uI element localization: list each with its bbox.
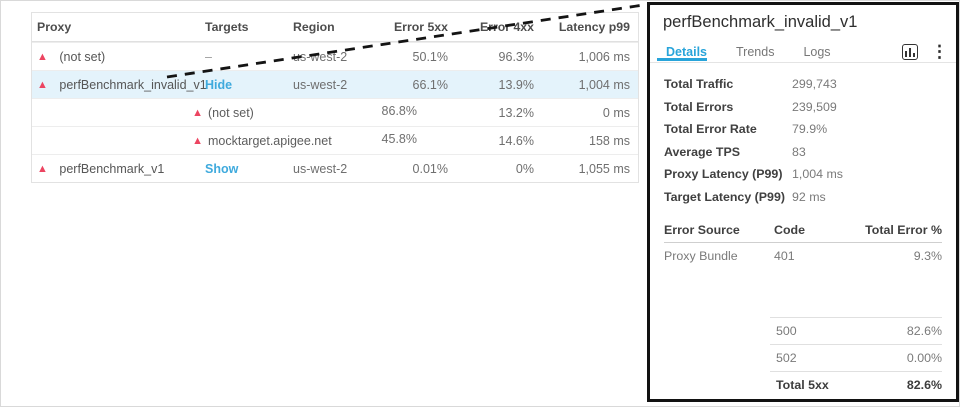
- latency-cell: 1,006 ms: [578, 50, 630, 64]
- error-pct-cell: 82.6%: [906, 378, 942, 392]
- detail-row: Average TPS 83: [664, 141, 942, 164]
- detail-value: 92 ms: [792, 189, 826, 204]
- latency-cell: 158 ms: [589, 134, 630, 148]
- detail-value: 299,743: [792, 77, 837, 92]
- error-pct-cell: 82.6%: [906, 324, 942, 338]
- col-header-latency[interactable]: Latency p99: [558, 20, 630, 34]
- detail-label: Target Latency (P99): [664, 189, 785, 204]
- proxy-name: perfBenchmark_v1: [59, 162, 165, 176]
- error-table-header: Error Source Code Total Error %: [664, 223, 942, 237]
- warning-triangle-icon: ▲: [37, 51, 48, 63]
- detail-value: 83: [792, 144, 806, 159]
- error-table-divider: [664, 242, 942, 243]
- col-header-targets[interactable]: Targets: [205, 20, 249, 34]
- error-pct-cell: 9.3%: [913, 249, 942, 263]
- error-code-cell: 502: [776, 351, 797, 365]
- bar-chart-icon[interactable]: [902, 43, 918, 60]
- error5xx-cell: 66.1%: [412, 78, 448, 92]
- tab-details[interactable]: Details: [666, 44, 707, 59]
- error-pct-header: Total Error %: [865, 223, 942, 237]
- detail-label: Proxy Latency (P99): [664, 167, 783, 182]
- error-table-row: 502 0.00%: [770, 344, 942, 371]
- error5xx-cell: 50.1%: [412, 50, 448, 64]
- error5xx-cell: 86.8%: [381, 104, 417, 118]
- error-table-row: 500 82.6%: [770, 317, 942, 344]
- region-cell: us-west-2: [293, 162, 348, 176]
- active-tab-underline: [657, 58, 707, 61]
- detail-value: 239,509: [792, 99, 837, 114]
- error-5xx-rows: 500 82.6% 502 0.00% Total 5xx 82.6%: [770, 317, 942, 398]
- panel-title: perfBenchmark_invalid_v1: [663, 13, 858, 31]
- error4xx-cell: 13.9%: [498, 78, 534, 92]
- error-table-total-row: Total 5xx 82.6%: [770, 371, 942, 398]
- warning-triangle-icon: ▲: [37, 79, 48, 91]
- error-code-cell: 500: [776, 324, 797, 338]
- target-name: mocktarget.apigee.net: [208, 134, 332, 148]
- detail-row: Total Error Rate 79.9%: [664, 118, 942, 141]
- error-pct-cell: 0.00%: [906, 351, 942, 365]
- target-sub-row[interactable]: ▲ mocktarget.apigee.net 14.6% 158 ms: [32, 126, 638, 154]
- col-header-error4xx[interactable]: Error 4xx: [479, 20, 534, 34]
- detail-label: Average TPS: [664, 144, 740, 159]
- hide-targets-link[interactable]: Hide: [205, 78, 233, 92]
- detail-value: 1,004 ms: [792, 167, 843, 182]
- kebab-menu-icon[interactable]: ⋮: [931, 41, 948, 61]
- error4xx-cell: 96.3%: [498, 50, 534, 64]
- table-row[interactable]: ▲ perfBenchmark_v1 Show us-west-2 0.01% …: [32, 154, 638, 182]
- detail-row: Proxy Latency (P99) 1,004 ms: [664, 163, 942, 186]
- latency-cell: 1,055 ms: [578, 162, 630, 176]
- detail-label: Total Errors: [664, 99, 734, 114]
- latency-cell: 0 ms: [602, 106, 630, 120]
- error-table-row: Proxy Bundle 401 9.3%: [664, 249, 942, 263]
- proxy-detail-panel: perfBenchmark_invalid_v1 Details Trends …: [647, 2, 959, 402]
- warning-triangle-icon: ▲: [192, 107, 203, 119]
- show-targets-link[interactable]: Show: [205, 162, 239, 176]
- error-source-header: Error Source: [664, 223, 740, 237]
- detail-row: Target Latency (P99) 92 ms: [664, 186, 942, 209]
- warning-triangle-icon: ▲: [192, 135, 203, 147]
- error-code-header: Code: [774, 223, 805, 237]
- details-list: Total Traffic 299,743 Total Errors 239,5…: [664, 73, 942, 208]
- tab-trends[interactable]: Trends: [736, 44, 775, 59]
- region-cell: us-west-2: [293, 50, 348, 64]
- tabs-divider: [650, 62, 956, 63]
- region-cell: us-west-2: [293, 78, 348, 92]
- detail-label: Total Traffic: [664, 77, 734, 92]
- col-header-proxy[interactable]: Proxy: [37, 20, 72, 34]
- col-header-error5xx[interactable]: Error 5xx: [393, 20, 448, 34]
- proxy-table-header: Proxy Targets Region Error 5xx Error 4xx…: [32, 13, 638, 42]
- targets-cell: –: [205, 50, 212, 64]
- error4xx-cell: 13.2%: [498, 106, 534, 120]
- table-row-selected[interactable]: ▲ perfBenchmark_invalid_v1 Hide us-west-…: [32, 70, 638, 98]
- error5xx-cell: 45.8%: [381, 132, 417, 146]
- error5xx-cell: 0.01%: [412, 162, 448, 176]
- error-code-cell: 401: [774, 249, 795, 263]
- error-code-cell: Total 5xx: [776, 378, 829, 392]
- error4xx-cell: 14.6%: [498, 134, 534, 148]
- detail-label: Total Error Rate: [664, 122, 757, 137]
- table-row[interactable]: ▲ (not set) – us-west-2 50.1% 96.3% 1,00…: [32, 42, 638, 70]
- latency-cell: 1,004 ms: [578, 78, 630, 92]
- panel-tabs: Details Trends Logs ⋮: [663, 41, 948, 62]
- error-source-cell: Proxy Bundle: [664, 249, 738, 263]
- tab-logs[interactable]: Logs: [803, 44, 831, 59]
- detail-row: Total Errors 239,509: [664, 96, 942, 119]
- error4xx-cell: 0%: [515, 162, 534, 176]
- target-name: (not set): [208, 106, 254, 120]
- target-sub-row[interactable]: ▲ (not set) 13.2% 0 ms: [32, 98, 638, 126]
- proxy-name: perfBenchmark_invalid_v1: [59, 78, 207, 92]
- proxy-name: (not set): [59, 50, 106, 64]
- detail-value: 79.9%: [792, 122, 828, 137]
- warning-triangle-icon: ▲: [37, 163, 48, 175]
- detail-row: Total Traffic 299,743: [664, 73, 942, 96]
- col-header-region[interactable]: Region: [293, 20, 335, 34]
